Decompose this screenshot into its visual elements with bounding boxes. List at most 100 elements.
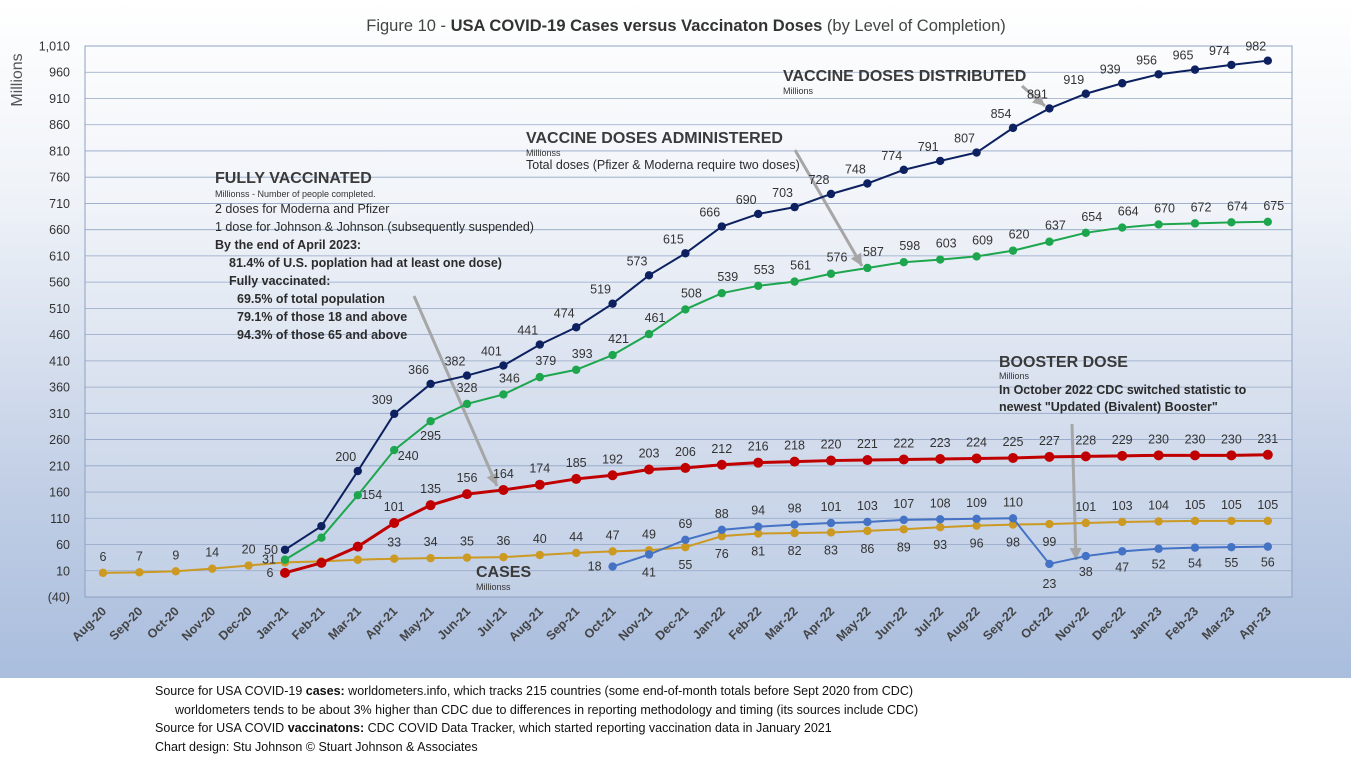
data-label-cases: 49 [642,527,656,541]
data-point-distributed [972,148,981,157]
data-label-distributed: 474 [554,306,575,320]
x-tick-label: Dec-20 [216,604,255,643]
data-label-distributed: 690 [736,193,757,207]
data-label-cases: 82 [788,544,802,558]
data-point-cases [572,548,581,558]
x-tick-label: Jan-21 [253,604,291,642]
data-label-booster: 23 [1042,577,1056,591]
data-point-cases [171,567,180,576]
y-tick-label: 660 [49,223,70,237]
data-point-administered [572,365,581,374]
data-label-fully: 212 [711,442,732,456]
data-label-distributed: 50 [264,543,278,557]
data-point-distributed [1263,56,1273,65]
annotation-fully-l2: 1 dose for Johnson & Johnson (subsequent… [215,220,534,234]
footer-line-2: worldometers tends to be about 3% higher… [175,702,919,717]
data-label-cases: 98 [1006,536,1020,550]
data-point-fully [789,456,800,467]
data-point-fully [498,484,509,495]
data-label-administered: 553 [754,263,775,277]
data-point-administered [390,445,399,455]
data-point-administered [717,288,726,298]
data-point-cases [717,531,726,541]
annotation-administered-note: Total doses (Pfizer & Moderna require tw… [526,158,800,172]
data-label-administered: 240 [398,449,419,463]
data-label-cases: 89 [897,540,911,554]
data-label-cases: 99 [1042,535,1056,549]
data-label-administered: 346 [499,371,520,385]
x-tick-label: Feb-23 [1163,604,1201,642]
data-point-fully [862,455,873,466]
data-point-cases [1154,517,1163,526]
annotation-fully-b1: By the end of April 2023: [215,238,362,252]
data-label-booster: 56 [1261,556,1275,570]
y-tick-label: 1,010 [39,40,70,54]
data-point-booster [936,515,945,524]
data-point-fully [1262,449,1273,460]
annotation-fully-title: FULLY VACCINATED [215,170,372,187]
data-label-administered: 379 [535,354,556,368]
data-label-cases: 44 [569,530,583,544]
data-label-fully: 224 [966,435,987,449]
data-point-cases [1227,516,1236,526]
data-label-administered: 508 [681,286,702,300]
annotation-booster: BOOSTER DOSE Millions In October 2022 CD… [999,354,1246,416]
x-tick-label: Oct-22 [1018,604,1055,641]
data-label-distributed: 309 [372,393,393,407]
data-label-administered: 674 [1227,199,1248,213]
data-label-cases: 96 [970,537,984,551]
data-label-booster: 110 [1003,495,1023,509]
x-tick-label: Feb-22 [726,604,764,642]
arrow-fully-head [486,472,498,486]
x-tick-label: Mar-21 [326,604,364,642]
data-label-administered: 31 [262,553,276,567]
x-tick-label: Aug-20 [69,604,109,644]
data-label-cases: 55 [678,558,692,572]
x-tick-label: Apr-23 [1236,604,1274,642]
data-label-administered: 672 [1191,200,1212,214]
x-tick-label: Jun-21 [435,604,473,642]
arrow-administered [793,149,864,267]
data-point-cases [499,552,508,562]
annotation-distributed: VACCINE DOSES DISTRIBUTED Millions [783,68,1026,96]
data-point-cases [208,564,217,573]
data-label-booster: 107 [893,497,914,511]
data-point-booster [681,535,690,545]
data-point-fully [898,454,909,465]
data-label-distributed: 891 [1027,87,1048,101]
data-point-booster [790,520,799,529]
data-label-fully: 164 [493,467,514,481]
annotation-administered-sub: Millionss [526,148,561,158]
data-label-administered: 539 [717,270,738,284]
data-label-cases: 104 [1148,498,1169,512]
x-tick-label: Sep-20 [107,604,146,643]
x-tick-label: May-21 [397,604,437,644]
data-label-fully: 203 [639,446,660,460]
data-label-distributed: 974 [1209,44,1230,58]
footer-line-1b: cases: [305,684,345,698]
data-label-administered: 603 [936,237,957,251]
data-point-fully [316,557,327,568]
y-tick-label: 610 [49,249,70,263]
data-point-administered [826,269,836,278]
y-axis-label: Millions [9,53,26,106]
data-label-distributed: 728 [809,173,830,187]
data-label-cases: 47 [606,528,620,542]
annotation-fully-b3: Fully vaccinated: [229,274,331,288]
data-label-cases: 76 [715,547,729,561]
data-label-distributed: 854 [991,107,1012,121]
data-label-administered: 620 [1009,228,1030,242]
annotation-fully-l1: 2 doses for Moderna and Pfizer [215,202,390,216]
data-label-distributed: 774 [881,149,902,163]
x-tick-label: Aug-21 [506,604,546,644]
annotation-fully: FULLY VACCINATED Millionss - Number of p… [215,170,534,344]
data-point-cases [390,554,399,563]
data-label-cases: 35 [460,535,474,549]
data-point-administered [1081,228,1091,238]
data-point-fully [389,518,400,529]
data-point-cases [244,561,253,570]
data-label-booster: 94 [751,504,765,518]
data-label-fully: 216 [748,440,769,454]
data-point-fully [753,457,764,468]
data-point-distributed [1118,79,1127,88]
